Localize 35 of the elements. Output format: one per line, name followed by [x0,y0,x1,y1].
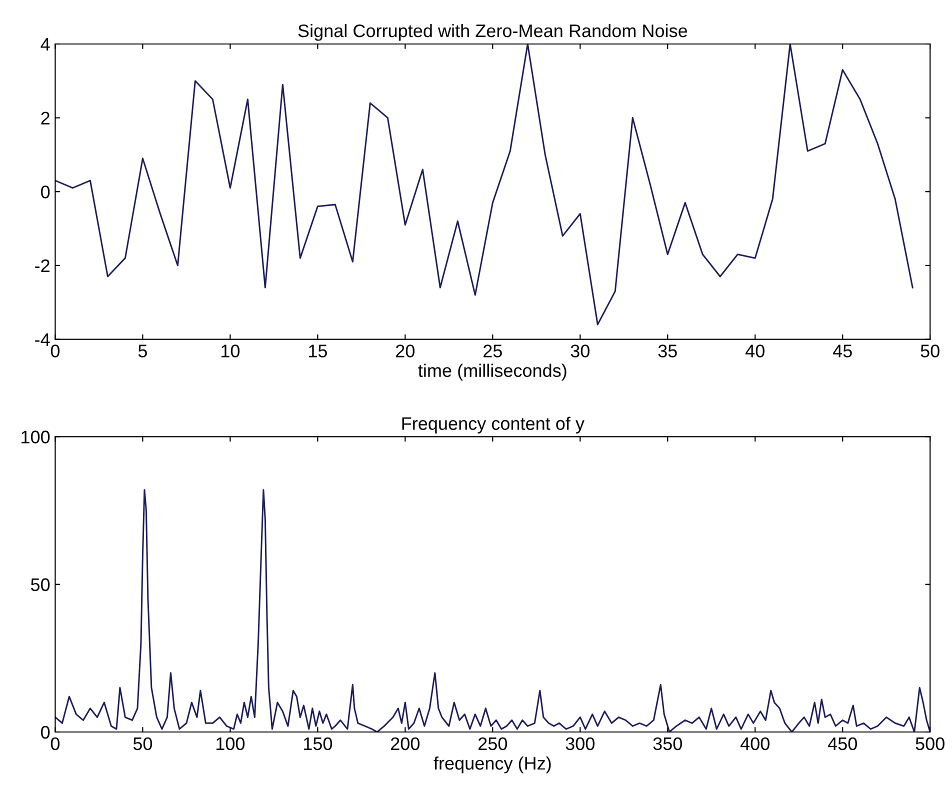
x-tick-label: 40 [746,344,764,358]
x-tick-label: 45 [832,344,852,358]
x-tick-label: 250 [478,737,508,750]
x-tick-label: 15 [309,344,327,358]
x-tick-label: 0 [50,344,60,358]
x-tick-label: 0 [50,737,60,750]
x-tick-label: 500 [916,737,944,750]
x-tick-label: 50 [133,737,152,750]
x-tick-label: 25 [484,344,502,358]
x-tick-label: 200 [391,737,420,750]
x-tick-label: 50 [920,344,940,358]
y-tick-label: 100 [22,430,50,444]
x-tick-label: 150 [304,737,332,750]
x-tick-label: 35 [658,344,677,358]
x-tick-label: 400 [740,737,770,750]
x-tick-label: 5 [138,344,147,358]
chart-title: Signal Corrupted with Zero-Mean Random Noise [298,24,688,41]
y-tick-label: 0 [41,726,50,739]
y-tick-label: 4 [40,38,50,51]
x-tick-label: 350 [653,737,682,750]
x-tick-label: 450 [828,737,857,750]
chart-title: Frequency content of y [402,416,584,434]
x-tick-label: 30 [570,344,590,358]
x-tick-label: 100 [216,737,245,750]
line-series [55,44,914,326]
y-tick-label: -4 [35,333,50,346]
x-axis-title: time (milliseconds) [418,364,566,381]
x-tick-label: 300 [566,737,595,750]
y-tick-label: -2 [35,259,50,272]
y-tick-label: 0 [41,186,50,198]
y-tick-label: 50 [30,578,50,592]
x-tick-label: 10 [222,344,240,358]
x-tick-label: 20 [396,344,415,358]
x-axis-title: frequency (Hz) [434,756,551,774]
y-tick-label: 2 [41,112,50,124]
